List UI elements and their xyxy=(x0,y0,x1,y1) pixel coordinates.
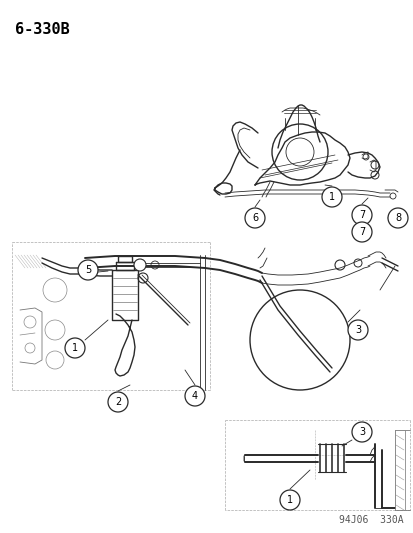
Circle shape xyxy=(321,187,341,207)
Text: 1: 1 xyxy=(286,495,292,505)
Circle shape xyxy=(387,208,407,228)
Text: 5: 5 xyxy=(85,265,91,275)
Circle shape xyxy=(185,386,204,406)
Circle shape xyxy=(134,259,146,271)
Text: 2: 2 xyxy=(114,397,121,407)
Text: 4: 4 xyxy=(192,391,197,401)
Text: 8: 8 xyxy=(394,213,400,223)
Circle shape xyxy=(351,422,371,442)
Circle shape xyxy=(279,490,299,510)
Circle shape xyxy=(347,320,367,340)
Text: 1: 1 xyxy=(72,343,78,353)
Text: 3: 3 xyxy=(358,427,364,437)
Text: 6-330B: 6-330B xyxy=(15,22,69,37)
Circle shape xyxy=(65,338,85,358)
Circle shape xyxy=(351,205,371,225)
Circle shape xyxy=(244,208,264,228)
Text: 7: 7 xyxy=(358,210,364,220)
Text: 94J06  330A: 94J06 330A xyxy=(339,515,403,525)
Text: 7: 7 xyxy=(358,227,364,237)
Text: 6: 6 xyxy=(252,213,257,223)
Circle shape xyxy=(78,260,98,280)
Circle shape xyxy=(351,222,371,242)
Circle shape xyxy=(108,392,128,412)
Text: 1: 1 xyxy=(328,192,334,202)
Text: 3: 3 xyxy=(354,325,360,335)
